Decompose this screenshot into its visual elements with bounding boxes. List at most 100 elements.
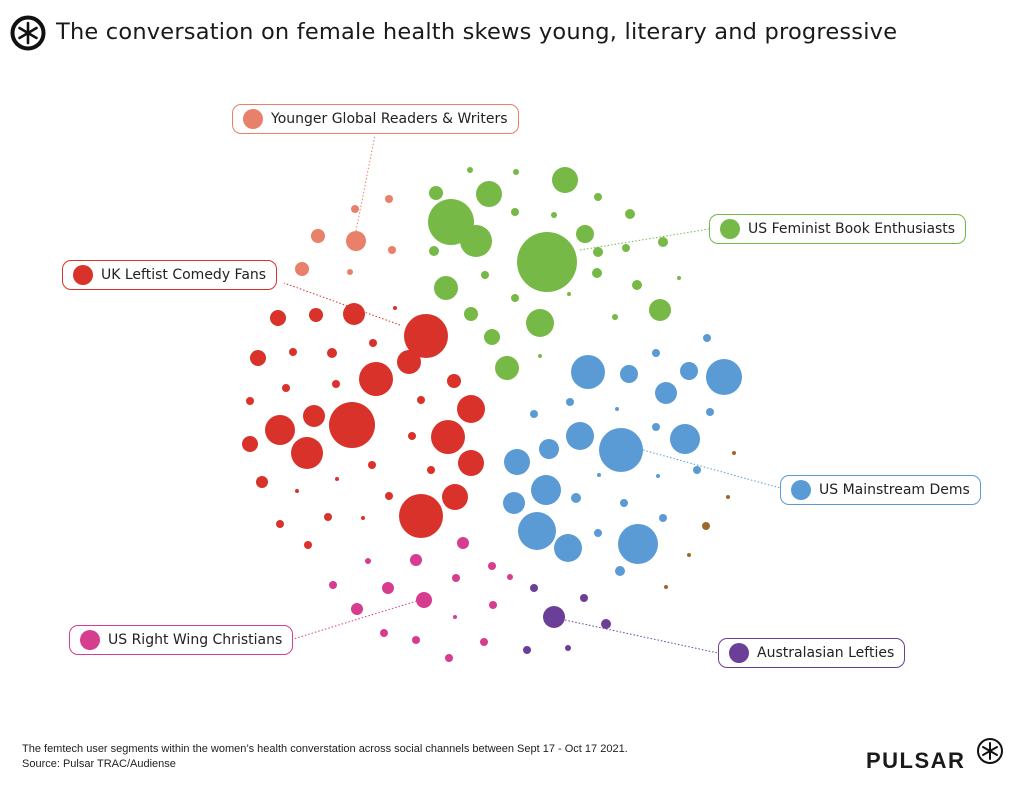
- bubble-blue: [652, 423, 660, 431]
- bubble-green: [526, 309, 554, 337]
- bubble-red: [417, 396, 425, 404]
- bubble-red: [276, 520, 284, 528]
- bubble-orange: [346, 231, 366, 251]
- bubble-red: [335, 477, 339, 481]
- label-us-right-wing-christians: US Right Wing Christians: [69, 625, 294, 655]
- bubble-red: [404, 314, 448, 358]
- bubble-blue: [594, 529, 602, 537]
- bubble-red: [304, 541, 312, 549]
- bubble-purple: [580, 594, 588, 602]
- bubble-blue: [706, 408, 714, 416]
- segment-label: US Feminist Book Enthusiasts: [748, 221, 956, 237]
- bubble-red: [359, 362, 393, 396]
- bubble-brown: [702, 522, 710, 530]
- bubble-blue: [530, 410, 538, 418]
- bubble-blue: [615, 407, 619, 411]
- bubble-red: [332, 380, 340, 388]
- bubble-red: [457, 395, 485, 423]
- footnote: The femtech user segments within the wom…: [22, 743, 628, 755]
- bubble-green: [476, 181, 502, 207]
- bubble-red: [458, 450, 484, 476]
- bubble-blue: [566, 398, 574, 406]
- bubble-magenta: [452, 574, 460, 582]
- bubble-green: [464, 307, 478, 321]
- bubble-magenta: [412, 636, 420, 644]
- bubble-magenta: [329, 581, 337, 589]
- bubble-green: [460, 225, 492, 257]
- bubble-blue: [518, 512, 556, 550]
- bubble-blue: [655, 382, 677, 404]
- bubble-magenta: [457, 537, 469, 549]
- bubble-red: [385, 492, 393, 500]
- bubble-magenta: [480, 638, 488, 646]
- bubble-blue: [620, 499, 628, 507]
- bubble-orange: [385, 195, 393, 203]
- bubble-red: [397, 350, 421, 374]
- bubble-green: [495, 356, 519, 380]
- page-title: The conversation on female health skews …: [56, 19, 898, 45]
- bubble-green: [481, 271, 489, 279]
- bubble-green: [434, 276, 458, 300]
- bubble-red: [368, 461, 376, 469]
- bubble-brown: [687, 553, 691, 557]
- bubble-green: [567, 292, 571, 296]
- bubble-green: [622, 244, 630, 252]
- bubble-green: [517, 232, 577, 292]
- bubble-red: [427, 466, 435, 474]
- label-australasian-lefties: Australasian Lefties: [718, 638, 906, 668]
- bubble-blue: [670, 424, 700, 454]
- bubble-blue: [618, 524, 658, 564]
- legend-dot: [73, 265, 93, 285]
- bubble-red: [246, 397, 254, 405]
- legend-dot: [243, 109, 263, 129]
- bubble-red: [265, 415, 295, 445]
- bubble-blue: [599, 428, 643, 472]
- segment-label: Australasian Lefties: [757, 645, 895, 661]
- bubble-red: [431, 420, 465, 454]
- bubble-red: [399, 494, 443, 538]
- bubble-green: [551, 212, 557, 218]
- bubble-orange: [388, 246, 396, 254]
- leader-line-purple: [564, 619, 719, 654]
- bubble-orange: [347, 269, 353, 275]
- bubble-orange: [351, 205, 359, 213]
- bubble-green: [612, 314, 618, 320]
- bubble-red: [282, 384, 290, 392]
- segment-label: Younger Global Readers & Writers: [271, 111, 508, 127]
- bubble-green: [632, 280, 642, 290]
- bubble-blue: [504, 449, 530, 475]
- bubble-green: [576, 225, 594, 243]
- bubble-purple: [530, 584, 538, 592]
- leader-line-magenta: [289, 599, 421, 641]
- bubble-red: [270, 310, 286, 326]
- bubble-red: [442, 484, 468, 510]
- bubble-blue: [659, 514, 667, 522]
- bubble-green: [511, 294, 519, 302]
- bubble-red: [303, 405, 325, 427]
- bubble-red: [343, 303, 365, 325]
- bubble-magenta: [489, 601, 497, 609]
- bubble-green: [484, 329, 500, 345]
- bubble-blue: [597, 473, 601, 477]
- bubble-blue: [566, 422, 594, 450]
- bubble-blue: [554, 534, 582, 562]
- bubble-green: [592, 268, 602, 278]
- bubble-blue: [571, 493, 581, 503]
- bubble-magenta: [453, 615, 457, 619]
- bubble-red: [324, 513, 332, 521]
- bubble-green: [429, 246, 439, 256]
- bubble-purple: [523, 646, 531, 654]
- legend-dot: [80, 630, 100, 650]
- legend-dot: [729, 643, 749, 663]
- segment-label: UK Leftist Comedy Fans: [101, 267, 267, 283]
- bubble-green: [658, 237, 668, 247]
- bubble-green: [538, 354, 542, 358]
- bubble-magenta: [410, 554, 422, 566]
- bubble-magenta: [380, 629, 388, 637]
- bubble-purple: [565, 645, 571, 651]
- bubble-green: [625, 209, 635, 219]
- bubble-blue: [531, 475, 561, 505]
- bubble-blue: [539, 439, 559, 459]
- bubble-green: [467, 167, 473, 173]
